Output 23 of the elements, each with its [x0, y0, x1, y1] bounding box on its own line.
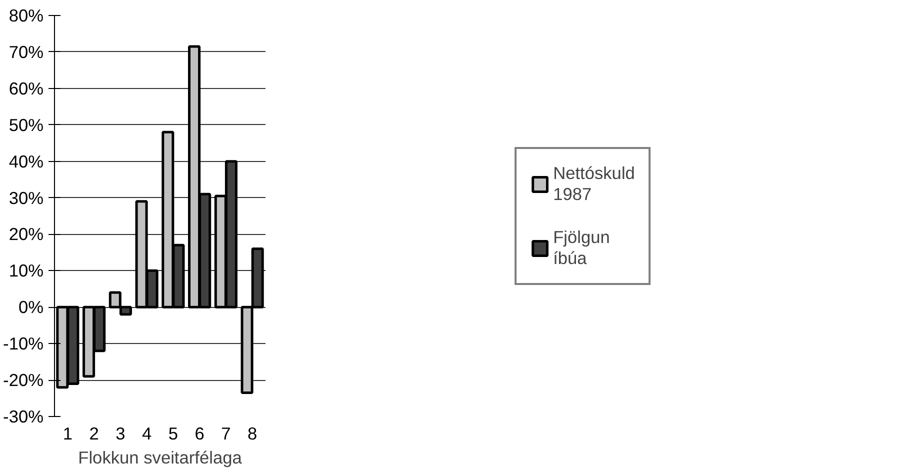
y-tick-label: 50%	[8, 114, 44, 135]
y-tick-label: 0%	[18, 297, 44, 318]
y-tick-label: 70%	[8, 42, 44, 62]
y-tick-label: -30%	[3, 406, 44, 426]
x-tick-label: 1	[62, 424, 73, 444]
y-tick-label: 40%	[8, 151, 44, 172]
x-tick-label: 8	[247, 424, 258, 444]
x-axis-title: Flokkun sveitarfélaga	[78, 448, 242, 468]
x-tick-label: 5	[168, 424, 178, 444]
x-tick-label: 4	[142, 424, 152, 444]
y-tick-label: 60%	[8, 78, 44, 98]
y-tick-label: 20%	[8, 224, 44, 244]
legend-label: Nettóskuld 1987	[553, 162, 635, 204]
y-tick-label: -20%	[3, 370, 44, 390]
y-tick-label: -10%	[3, 334, 44, 354]
x-tick-label: 7	[221, 424, 231, 444]
y-tick-label: 30%	[8, 188, 44, 208]
y-tick-label: 80%	[8, 6, 44, 26]
legend-label: Fjölgun íbúa	[553, 226, 610, 268]
x-tick-label: 3	[116, 424, 126, 444]
y-tick-label: 10%	[8, 260, 44, 281]
x-tick-label: 6	[194, 424, 204, 444]
x-tick-label: 2	[89, 424, 99, 444]
